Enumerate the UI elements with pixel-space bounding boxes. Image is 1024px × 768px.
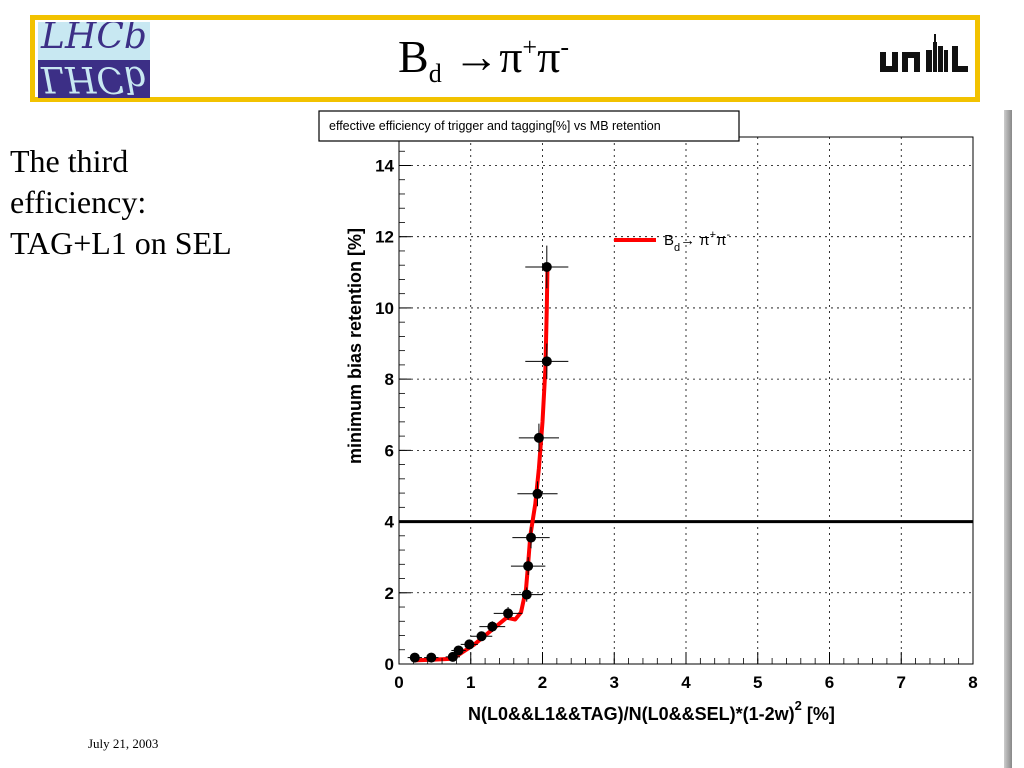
x-tick-label: 5 <box>753 673 762 692</box>
data-point-group <box>445 651 460 662</box>
grid <box>399 137 973 664</box>
data-point-group <box>424 652 439 663</box>
lhcb-logo: LHCb LHCb <box>38 22 150 98</box>
data-point <box>533 432 544 443</box>
side-text: The third efficiency: TAG+L1 on SEL <box>10 141 232 264</box>
y-tick-label: 8 <box>385 370 394 389</box>
data-point <box>447 651 458 662</box>
data-point <box>526 532 537 543</box>
fit-curve <box>413 265 550 663</box>
x-axis-label: N(L0&&L1&&TAG)/N(L0&&SEL)*(1-2w)2 [%] <box>468 698 835 724</box>
side-text-line: The third <box>10 143 129 179</box>
y-tick-label: 10 <box>375 299 394 318</box>
data-point <box>541 261 552 272</box>
x-tick-label: 6 <box>825 673 834 692</box>
x-tick-label: 2 <box>538 673 547 692</box>
footer-date: July 21, 2003 <box>88 736 159 751</box>
side-text-line: efficiency: <box>10 184 147 220</box>
data-point-group <box>493 607 523 620</box>
x-tick-label: 3 <box>610 673 619 692</box>
y-tick-label: 0 <box>385 655 394 674</box>
data-point-group <box>510 557 546 575</box>
data-point <box>426 652 437 663</box>
x-tick-label: 8 <box>968 673 977 692</box>
data-point-group <box>470 631 493 642</box>
chart-title-box <box>318 110 740 142</box>
data-point <box>532 488 543 499</box>
data-point-group <box>517 481 558 507</box>
y-axis-label: minimum bias retention [%] <box>345 228 365 464</box>
data-point-group <box>510 587 543 602</box>
x-tick-label: 4 <box>681 673 691 692</box>
data-point-group <box>518 423 560 453</box>
data-point-group <box>525 343 569 380</box>
x-tick-label: 0 <box>394 673 403 692</box>
data-point <box>487 621 498 632</box>
data-point <box>503 608 514 619</box>
data-point <box>521 589 532 600</box>
y-tick-label: 14 <box>375 156 394 175</box>
x-tick-label: 1 <box>466 673 475 692</box>
data-point <box>523 561 534 572</box>
data-point <box>541 356 552 367</box>
data-point <box>453 645 464 656</box>
data-point <box>476 631 487 642</box>
data-point <box>409 652 420 663</box>
y-tick-label: 12 <box>375 228 394 247</box>
y-tick-label: 4 <box>385 513 395 532</box>
slide-title: Bd →π+π- <box>398 31 569 89</box>
legend-label: Bd→ π+π- <box>664 229 730 254</box>
data-point-group <box>479 621 506 632</box>
data-point-group <box>512 526 550 549</box>
data-point-group <box>407 652 422 663</box>
data-point-group <box>460 639 478 650</box>
data-points <box>407 245 569 663</box>
header-frame <box>30 15 980 102</box>
chart-title: effective efficiency of trigger and tagg… <box>329 119 661 133</box>
slide-edge-bar <box>1004 110 1012 768</box>
unil-logo <box>880 34 968 72</box>
data-point-group <box>525 245 569 289</box>
data-point <box>464 639 475 650</box>
data-point-group <box>451 645 466 656</box>
y-tick-label: 6 <box>385 441 394 460</box>
x-tick-label: 7 <box>897 673 906 692</box>
y-tick-label: 2 <box>385 584 394 603</box>
side-text-line: TAG+L1 on SEL <box>10 225 232 261</box>
